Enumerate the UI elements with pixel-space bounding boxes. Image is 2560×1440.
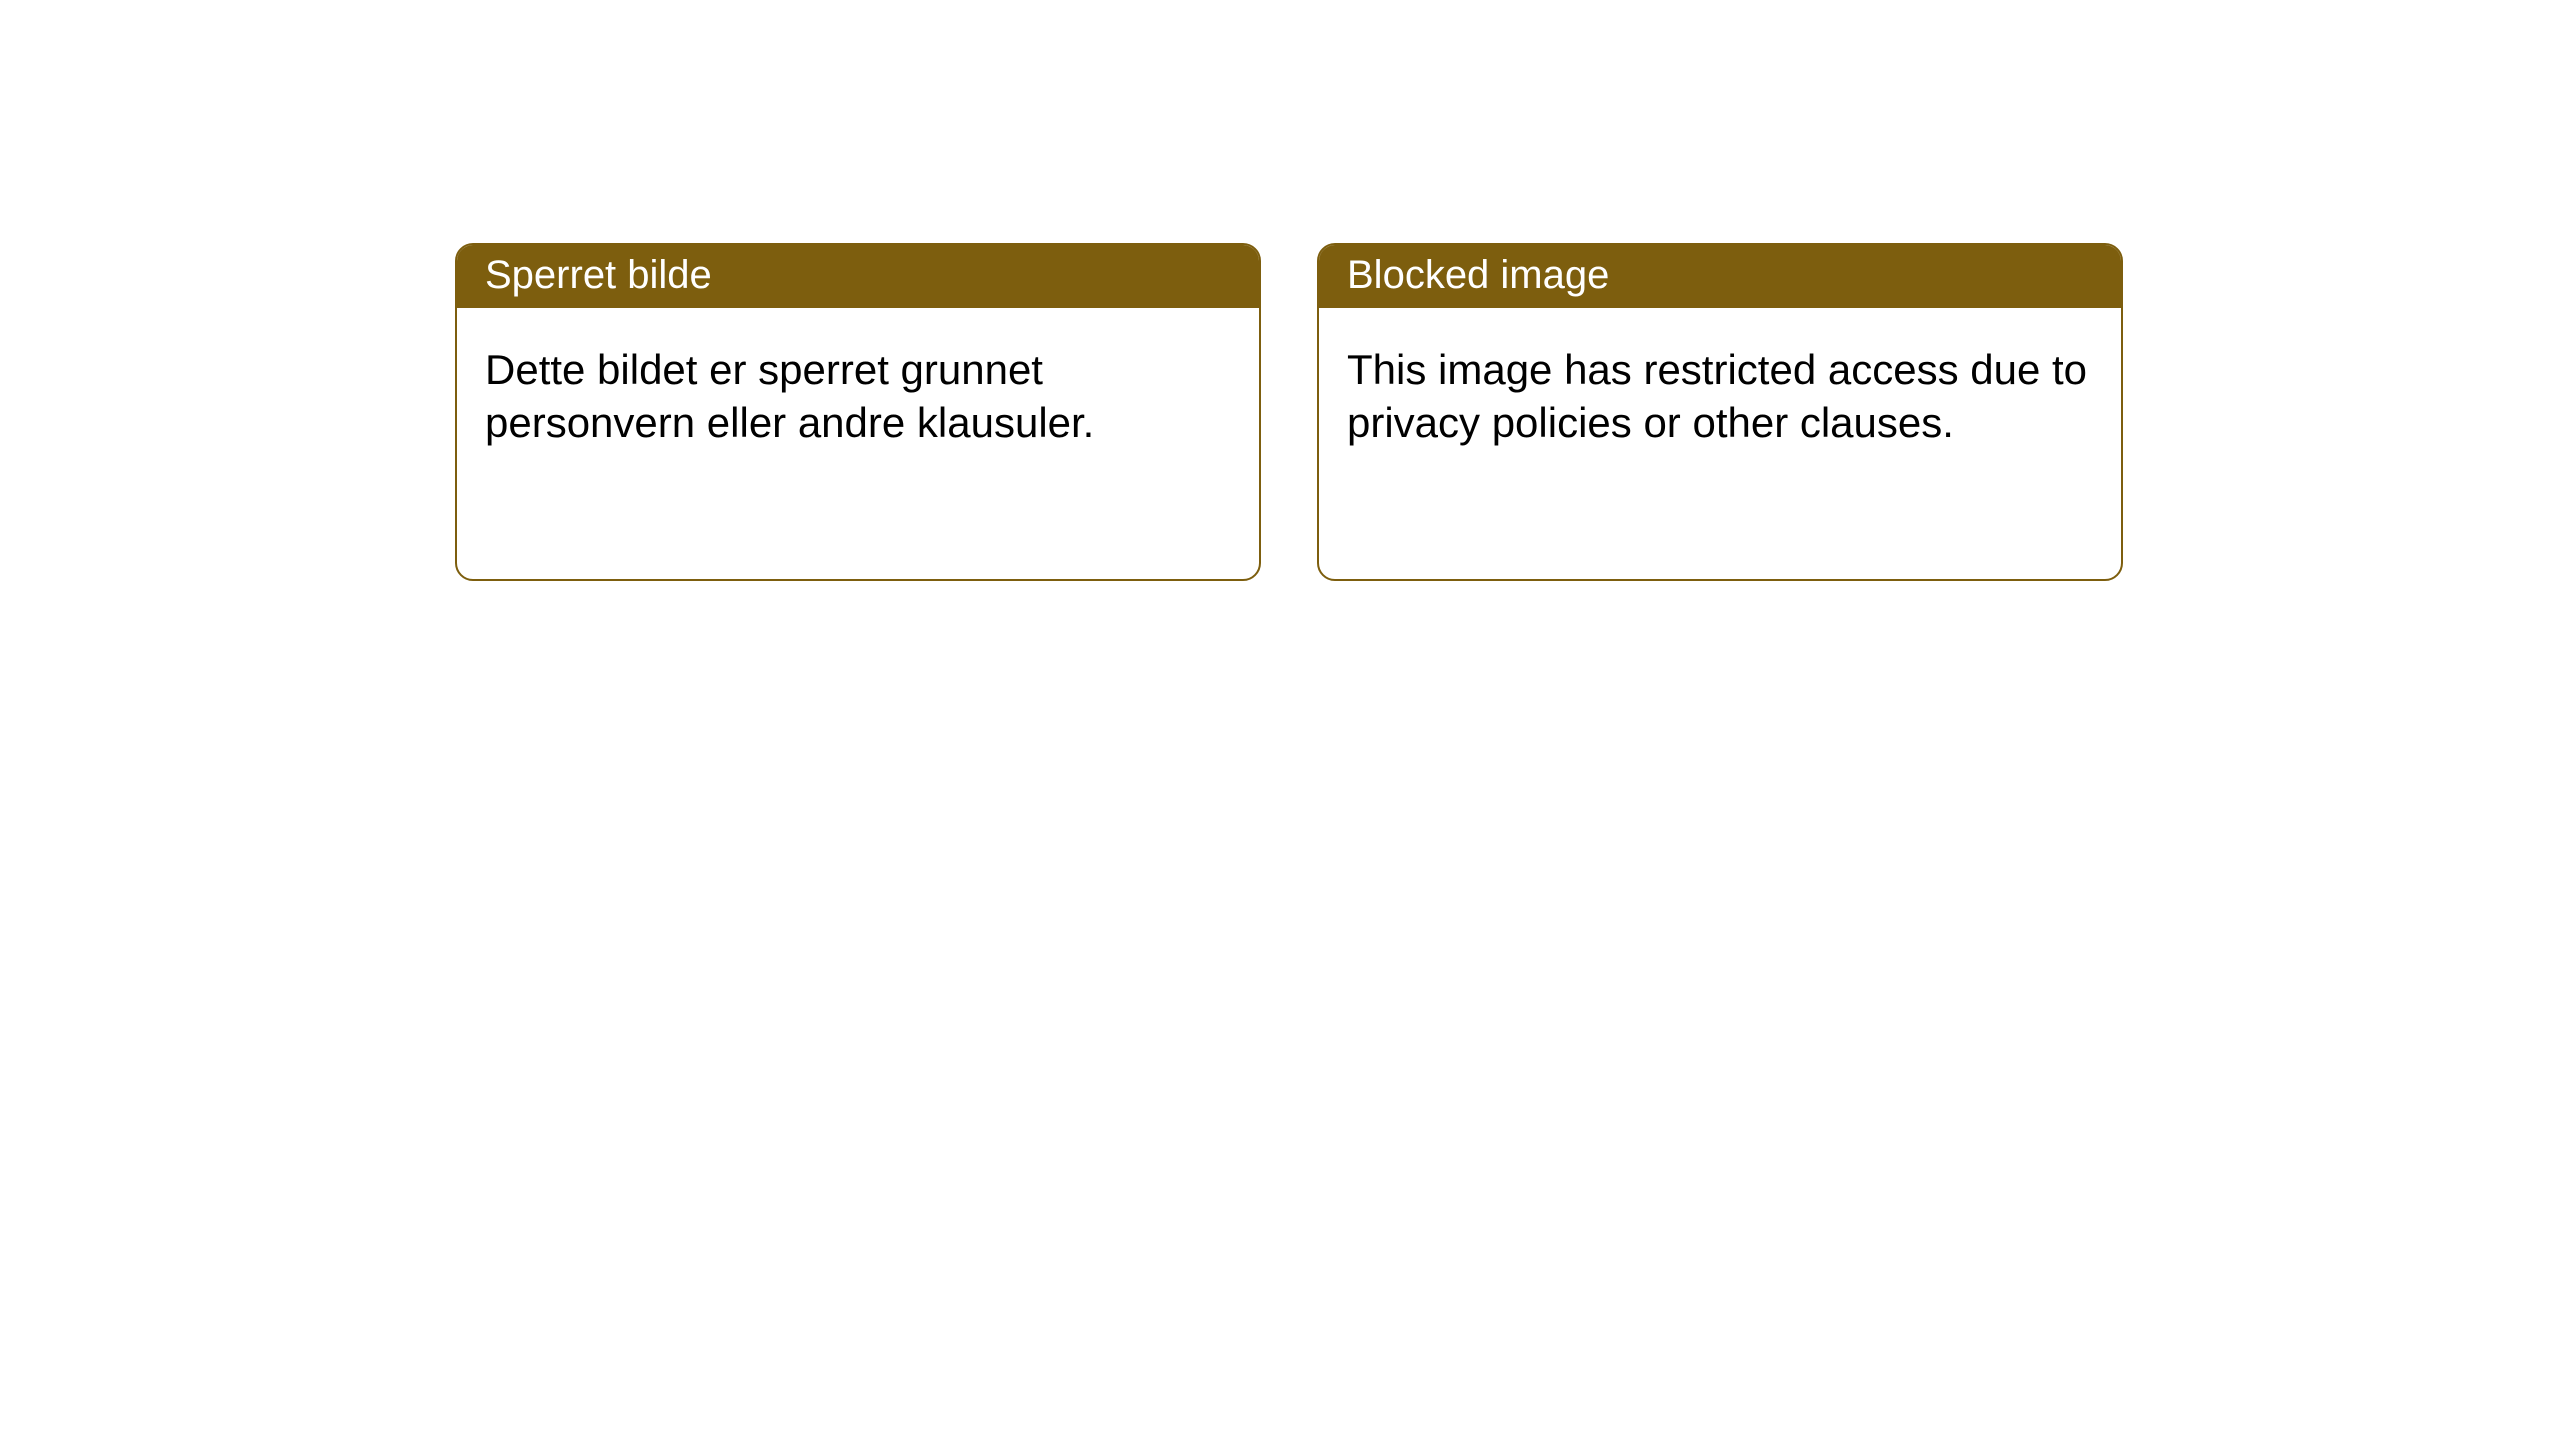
notice-container: Sperret bilde Dette bildet er sperret gr… xyxy=(455,243,2560,581)
notice-box-english: Blocked image This image has restricted … xyxy=(1317,243,2123,581)
notice-box-norwegian: Sperret bilde Dette bildet er sperret gr… xyxy=(455,243,1261,581)
notice-header: Blocked image xyxy=(1319,245,2121,308)
notice-header: Sperret bilde xyxy=(457,245,1259,308)
notice-body: This image has restricted access due to … xyxy=(1319,308,2121,477)
notice-body: Dette bildet er sperret grunnet personve… xyxy=(457,308,1259,477)
